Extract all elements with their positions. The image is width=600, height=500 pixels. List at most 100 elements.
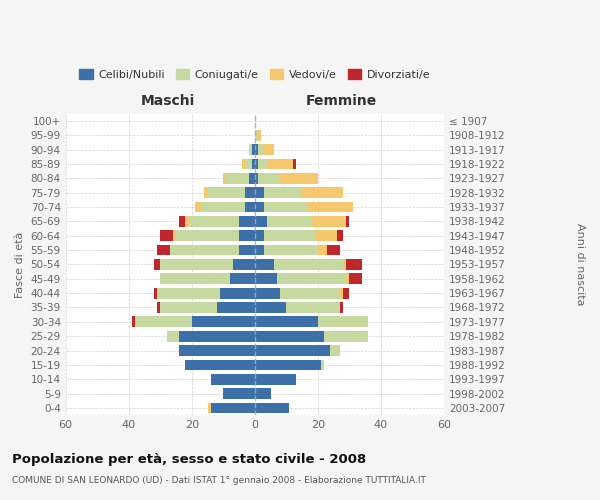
Bar bbox=[201, 202, 245, 212]
Bar bbox=[340, 288, 343, 298]
Bar bbox=[132, 316, 135, 327]
Bar bbox=[160, 302, 217, 313]
Bar bbox=[195, 202, 201, 212]
Bar bbox=[154, 259, 160, 270]
Bar bbox=[192, 316, 255, 327]
Bar bbox=[248, 173, 255, 184]
Bar bbox=[349, 274, 362, 284]
Bar bbox=[223, 173, 226, 184]
Legend: Celibi/Nubili, Coniugati/e, Vedovi/e, Divorziati/e: Celibi/Nubili, Coniugati/e, Vedovi/e, Di… bbox=[75, 65, 435, 84]
Bar bbox=[208, 402, 211, 413]
Bar bbox=[251, 158, 255, 170]
Bar bbox=[331, 345, 340, 356]
Bar bbox=[154, 288, 157, 298]
Y-axis label: Fasce di età: Fasce di età bbox=[15, 232, 25, 298]
Bar bbox=[157, 288, 220, 298]
Bar bbox=[239, 216, 255, 227]
Bar bbox=[157, 244, 170, 256]
Bar bbox=[160, 259, 233, 270]
Bar bbox=[337, 230, 343, 241]
Bar bbox=[245, 188, 255, 198]
Bar bbox=[264, 230, 314, 241]
Bar bbox=[343, 259, 346, 270]
Bar bbox=[280, 173, 318, 184]
Bar bbox=[264, 144, 274, 155]
Bar bbox=[160, 230, 173, 241]
Bar bbox=[264, 244, 318, 256]
Bar bbox=[302, 188, 343, 198]
Bar bbox=[255, 144, 258, 155]
Bar bbox=[179, 331, 255, 342]
Bar bbox=[160, 274, 230, 284]
Bar bbox=[340, 302, 343, 313]
Bar bbox=[318, 244, 328, 256]
Bar bbox=[328, 244, 340, 256]
Bar bbox=[255, 402, 289, 413]
Bar bbox=[258, 158, 268, 170]
Bar bbox=[280, 288, 340, 298]
Bar bbox=[245, 202, 255, 212]
Text: Femmine: Femmine bbox=[306, 94, 377, 108]
Bar bbox=[268, 158, 293, 170]
Bar bbox=[264, 188, 302, 198]
Bar bbox=[346, 259, 362, 270]
Bar bbox=[173, 230, 176, 241]
Bar bbox=[255, 244, 264, 256]
Bar bbox=[185, 360, 255, 370]
Bar bbox=[208, 188, 245, 198]
Bar bbox=[286, 302, 340, 313]
Bar bbox=[255, 259, 274, 270]
Bar bbox=[205, 188, 208, 198]
Bar bbox=[255, 202, 264, 212]
Text: COMUNE DI SAN LEONARDO (UD) - Dati ISTAT 1° gennaio 2008 - Elaborazione TUTTITAL: COMUNE DI SAN LEONARDO (UD) - Dati ISTAT… bbox=[12, 476, 426, 485]
Bar bbox=[308, 202, 353, 212]
Bar bbox=[255, 216, 268, 227]
Bar bbox=[314, 230, 337, 241]
Bar bbox=[258, 144, 264, 155]
Bar bbox=[258, 173, 280, 184]
Bar bbox=[318, 316, 368, 327]
Bar bbox=[242, 158, 245, 170]
Bar bbox=[321, 360, 324, 370]
Bar bbox=[255, 130, 258, 140]
Bar bbox=[176, 230, 239, 241]
Text: Popolazione per età, sesso e stato civile - 2008: Popolazione per età, sesso e stato civil… bbox=[12, 452, 366, 466]
Bar bbox=[255, 188, 264, 198]
Bar bbox=[255, 302, 286, 313]
Bar bbox=[255, 230, 264, 241]
Bar bbox=[239, 244, 255, 256]
Bar bbox=[255, 374, 296, 384]
Bar bbox=[211, 402, 255, 413]
Bar bbox=[346, 274, 349, 284]
Bar bbox=[255, 288, 280, 298]
Bar bbox=[217, 302, 255, 313]
Bar bbox=[157, 302, 160, 313]
Bar bbox=[255, 388, 271, 399]
Bar bbox=[223, 388, 255, 399]
Bar bbox=[167, 331, 179, 342]
Text: Maschi: Maschi bbox=[140, 94, 195, 108]
Bar bbox=[255, 158, 258, 170]
Bar bbox=[324, 331, 368, 342]
Bar bbox=[255, 274, 277, 284]
Bar bbox=[255, 331, 324, 342]
Bar bbox=[220, 288, 255, 298]
Bar bbox=[188, 216, 239, 227]
Bar bbox=[346, 216, 349, 227]
Bar bbox=[255, 173, 258, 184]
Y-axis label: Anni di nascita: Anni di nascita bbox=[575, 223, 585, 306]
Bar bbox=[258, 130, 261, 140]
Bar bbox=[277, 274, 346, 284]
Bar bbox=[230, 274, 255, 284]
Bar bbox=[233, 259, 255, 270]
Bar bbox=[343, 288, 349, 298]
Bar bbox=[226, 173, 248, 184]
Bar bbox=[255, 316, 318, 327]
Bar bbox=[179, 216, 185, 227]
Bar bbox=[311, 216, 346, 227]
Bar bbox=[245, 158, 251, 170]
Bar bbox=[170, 244, 239, 256]
Bar bbox=[135, 316, 192, 327]
Bar bbox=[255, 345, 331, 356]
Bar bbox=[179, 345, 255, 356]
